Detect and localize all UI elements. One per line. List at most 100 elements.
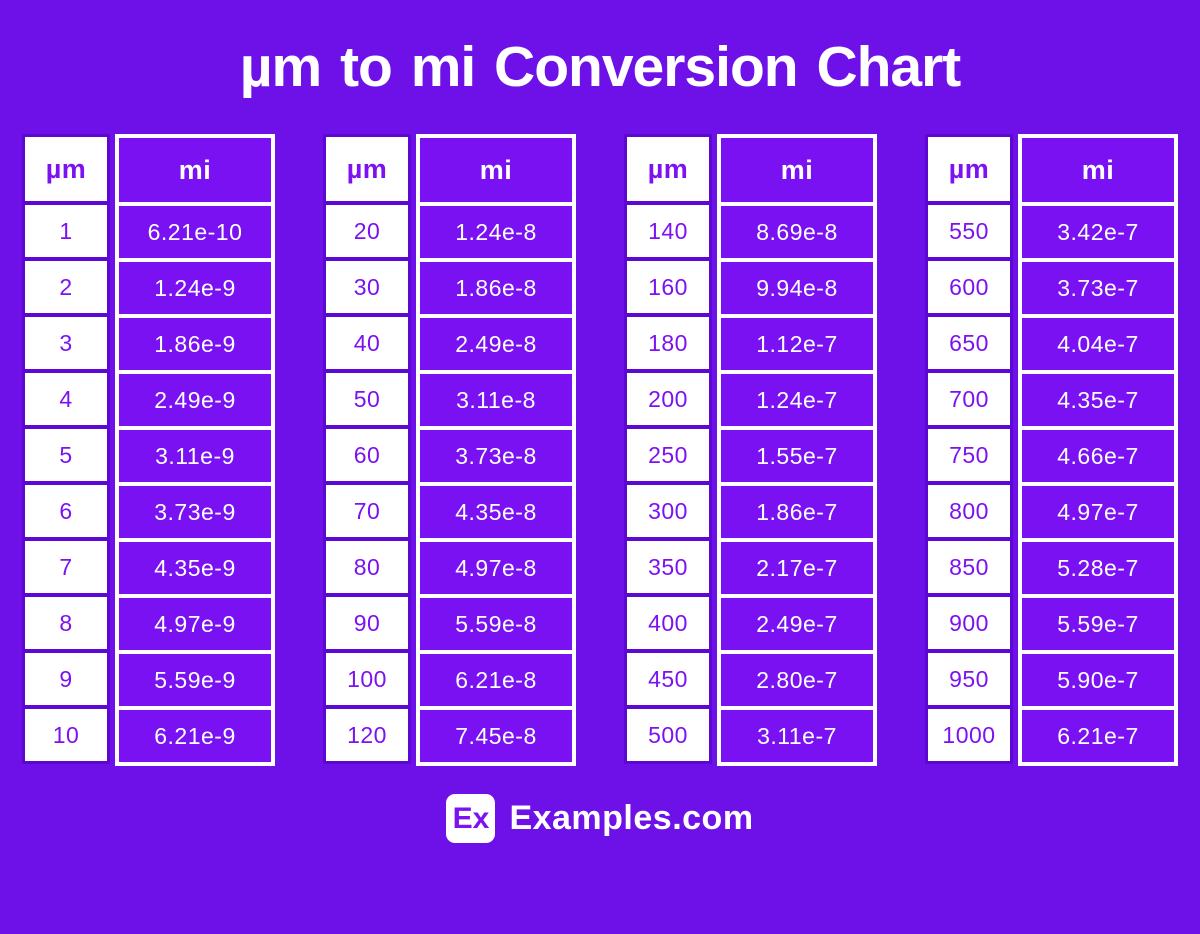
mi-value-cell: 2.49e-9 — [119, 370, 271, 426]
conversion-table-4: µm 550 600 650 700 750 800 850 900 950 1000 mi 3.42… — [925, 134, 1178, 766]
um-value-cell: 700 — [928, 369, 1010, 425]
um-value-cell: 70 — [326, 481, 408, 537]
mi-header-cell: mi — [1022, 138, 1174, 202]
conversion-tables: µm 1 2 3 4 5 6 7 8 9 10 mi 6.21e-10 1.24e-9 1.86e-9 2.… — [0, 134, 1200, 766]
mi-value-cell: 2.80e-7 — [721, 650, 873, 706]
mi-value-cell: 4.66e-7 — [1022, 426, 1174, 482]
mi-column: mi 3.42e-7 3.73e-7 4.04e-7 4.35e-7 4.66e-7 4.9… — [1018, 134, 1178, 766]
footer: Ex Examples.com — [0, 794, 1200, 843]
mi-value-cell: 5.90e-7 — [1022, 650, 1174, 706]
um-value-cell: 600 — [928, 257, 1010, 313]
mi-value-cell: 3.11e-9 — [119, 426, 271, 482]
mi-value-cell: 4.35e-7 — [1022, 370, 1174, 426]
um-value-cell: 650 — [928, 313, 1010, 369]
mi-value-cell: 3.11e-8 — [420, 370, 572, 426]
mi-value-cell: 4.97e-7 — [1022, 482, 1174, 538]
mi-value-cell: 1.86e-9 — [119, 314, 271, 370]
um-value-cell: 1 — [25, 201, 107, 257]
um-value-cell: 4 — [25, 369, 107, 425]
um-value-cell: 200 — [627, 369, 709, 425]
um-value-cell: 5 — [25, 425, 107, 481]
mi-value-cell: 5.59e-9 — [119, 650, 271, 706]
um-value-cell: 950 — [928, 649, 1010, 705]
um-value-cell: 40 — [326, 313, 408, 369]
um-value-cell: 60 — [326, 425, 408, 481]
mi-value-cell: 4.35e-8 — [420, 482, 572, 538]
mi-header-cell: mi — [721, 138, 873, 202]
mi-value-cell: 3.73e-9 — [119, 482, 271, 538]
um-column: µm 140 160 180 200 250 300 350 400 450 500 — [624, 134, 712, 764]
um-value-cell: 9 — [25, 649, 107, 705]
examples-logo-icon: Ex — [446, 794, 496, 843]
mi-value-cell: 3.73e-8 — [420, 426, 572, 482]
mi-value-cell: 6.21e-9 — [119, 706, 271, 762]
um-value-cell: 80 — [326, 537, 408, 593]
mi-value-cell: 4.97e-8 — [420, 538, 572, 594]
mi-value-cell: 3.42e-7 — [1022, 202, 1174, 258]
mi-value-cell: 9.94e-8 — [721, 258, 873, 314]
mi-value-cell: 6.21e-8 — [420, 650, 572, 706]
um-value-cell: 30 — [326, 257, 408, 313]
um-value-cell: 350 — [627, 537, 709, 593]
mi-value-cell: 5.28e-7 — [1022, 538, 1174, 594]
mi-column: mi 6.21e-10 1.24e-9 1.86e-9 2.49e-9 3.11e-9 3.… — [115, 134, 275, 766]
mi-value-cell: 1.86e-7 — [721, 482, 873, 538]
mi-value-cell: 1.12e-7 — [721, 314, 873, 370]
mi-value-cell: 8.69e-8 — [721, 202, 873, 258]
um-value-cell: 500 — [627, 705, 709, 761]
logo-text: Ex — [452, 801, 490, 835]
mi-value-cell: 1.86e-8 — [420, 258, 572, 314]
um-column: µm 20 30 40 50 60 70 80 90 100 120 — [323, 134, 411, 764]
site-name: Examples.com — [509, 799, 754, 837]
mi-value-cell: 5.59e-7 — [1022, 594, 1174, 650]
um-value-cell: 160 — [627, 257, 709, 313]
mi-value-cell: 4.97e-9 — [119, 594, 271, 650]
um-value-cell: 140 — [627, 201, 709, 257]
um-value-cell: 900 — [928, 593, 1010, 649]
um-value-cell: 750 — [928, 425, 1010, 481]
mi-value-cell: 1.24e-8 — [420, 202, 572, 258]
um-value-cell: 120 — [326, 705, 408, 761]
um-header-cell: µm — [25, 137, 107, 201]
um-value-cell: 3 — [25, 313, 107, 369]
mi-value-cell: 1.55e-7 — [721, 426, 873, 482]
mi-value-cell: 1.24e-9 — [119, 258, 271, 314]
mi-value-cell: 6.21e-7 — [1022, 706, 1174, 762]
mi-value-cell: 3.73e-7 — [1022, 258, 1174, 314]
um-value-cell: 300 — [627, 481, 709, 537]
um-value-cell: 100 — [326, 649, 408, 705]
um-column: µm 550 600 650 700 750 800 850 900 950 1000 — [925, 134, 1013, 764]
um-value-cell: 450 — [627, 649, 709, 705]
um-header-cell: µm — [928, 137, 1010, 201]
um-value-cell: 2 — [25, 257, 107, 313]
um-header-cell: µm — [627, 137, 709, 201]
um-value-cell: 90 — [326, 593, 408, 649]
um-value-cell: 20 — [326, 201, 408, 257]
mi-value-cell: 6.21e-10 — [119, 202, 271, 258]
um-value-cell: 8 — [25, 593, 107, 649]
mi-column: mi 1.24e-8 1.86e-8 2.49e-8 3.11e-8 3.73e-8 4.3… — [416, 134, 576, 766]
um-value-cell: 400 — [627, 593, 709, 649]
mi-value-cell: 3.11e-7 — [721, 706, 873, 762]
um-value-cell: 50 — [326, 369, 408, 425]
mi-header-cell: mi — [420, 138, 572, 202]
um-header-cell: µm — [326, 137, 408, 201]
um-column: µm 1 2 3 4 5 6 7 8 9 10 — [22, 134, 110, 764]
mi-value-cell: 2.17e-7 — [721, 538, 873, 594]
um-value-cell: 850 — [928, 537, 1010, 593]
mi-value-cell: 1.24e-7 — [721, 370, 873, 426]
page-title: µm to mi Conversion Chart — [239, 35, 962, 99]
um-value-cell: 6 — [25, 481, 107, 537]
um-value-cell: 10 — [25, 705, 107, 761]
conversion-table-2: µm 20 30 40 50 60 70 80 90 100 120 mi 1.24e-8 1.86e-… — [323, 134, 576, 766]
conversion-table-1: µm 1 2 3 4 5 6 7 8 9 10 mi 6.21e-10 1.24e-9 1.86e-9 2.… — [22, 134, 275, 766]
mi-column: mi 8.69e-8 9.94e-8 1.12e-7 1.24e-7 1.55e-7 1.8… — [717, 134, 877, 766]
mi-value-cell: 2.49e-7 — [721, 594, 873, 650]
um-value-cell: 7 — [25, 537, 107, 593]
um-value-cell: 180 — [627, 313, 709, 369]
mi-value-cell: 7.45e-8 — [420, 706, 572, 762]
mi-value-cell: 4.35e-9 — [119, 538, 271, 594]
um-value-cell: 800 — [928, 481, 1010, 537]
page: µm to mi Conversion Chart µm 1 2 3 4 5 6 7 8 9 10 … — [0, 34, 1200, 843]
um-value-cell: 1000 — [928, 705, 1010, 761]
